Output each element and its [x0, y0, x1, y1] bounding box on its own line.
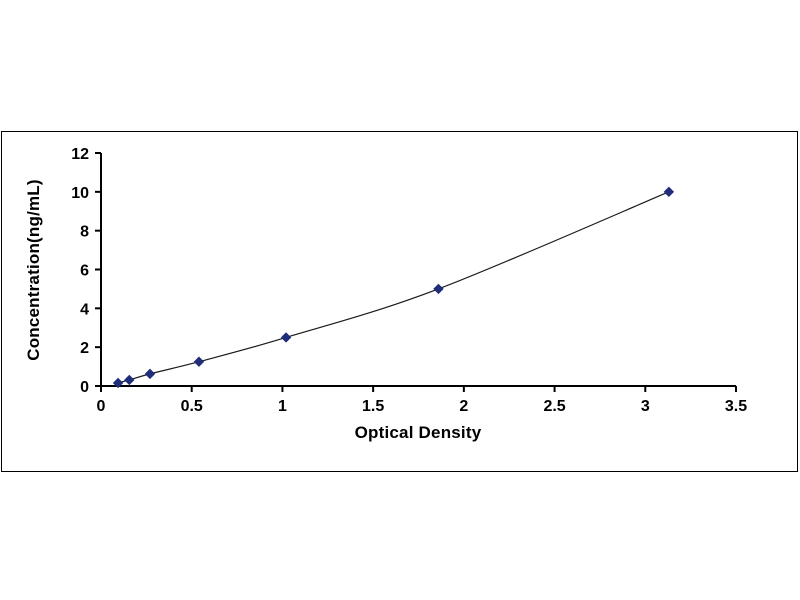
x-tick-label: 0: [97, 398, 106, 415]
y-axis-title: Concentration(ng/mL): [24, 179, 43, 361]
y-tick-label: 0: [80, 379, 89, 396]
x-tick-label: 2.5: [543, 398, 565, 415]
data-point-marker: [144, 368, 156, 380]
chart-frame: 0 0.5 1 1.5 2 2.5 3 3.5 0 2 4 6 8 10 12 Concentration(…: [1, 131, 798, 472]
x-tick-label: 1.5: [362, 398, 384, 415]
x-tick-label: 1: [278, 398, 287, 415]
data-point-marker: [124, 374, 135, 386]
data-point-marker: [433, 283, 444, 295]
series-line: [117, 191, 670, 384]
data-point-marker: [112, 377, 124, 389]
y-tick-label: 2: [80, 340, 89, 357]
standard-curve-chart: 0 0.5 1 1.5 2 2.5 3 3.5 0 2 4 6 8 10 12: [71, 146, 747, 415]
y-tick-label: 10: [71, 185, 89, 202]
y-tick-label: 12: [71, 146, 89, 163]
x-tick-label: 2: [459, 398, 468, 415]
data-point-marker: [663, 186, 675, 198]
x-axis-title: Optical Density: [354, 423, 482, 442]
y-tick-label: 6: [80, 263, 89, 280]
x-tick-label: 0.5: [181, 398, 203, 415]
x-tick-label: 3.5: [725, 398, 747, 415]
data-point-marker: [280, 332, 292, 343]
y-tick-label: 8: [80, 224, 89, 241]
y-tick-label: 4: [80, 301, 89, 318]
data-point-marker: [193, 356, 205, 367]
x-tick-label: 3: [641, 398, 650, 415]
